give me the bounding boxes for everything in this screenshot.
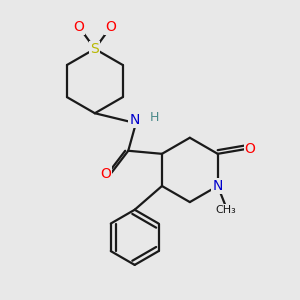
Text: O: O (100, 167, 111, 182)
Text: H: H (150, 111, 160, 124)
Text: N: N (212, 179, 223, 193)
Text: O: O (74, 20, 84, 34)
Text: O: O (105, 20, 116, 34)
Text: N: N (129, 112, 140, 127)
Text: S: S (91, 42, 99, 56)
Text: O: O (245, 142, 256, 156)
Text: CH₃: CH₃ (215, 205, 236, 215)
